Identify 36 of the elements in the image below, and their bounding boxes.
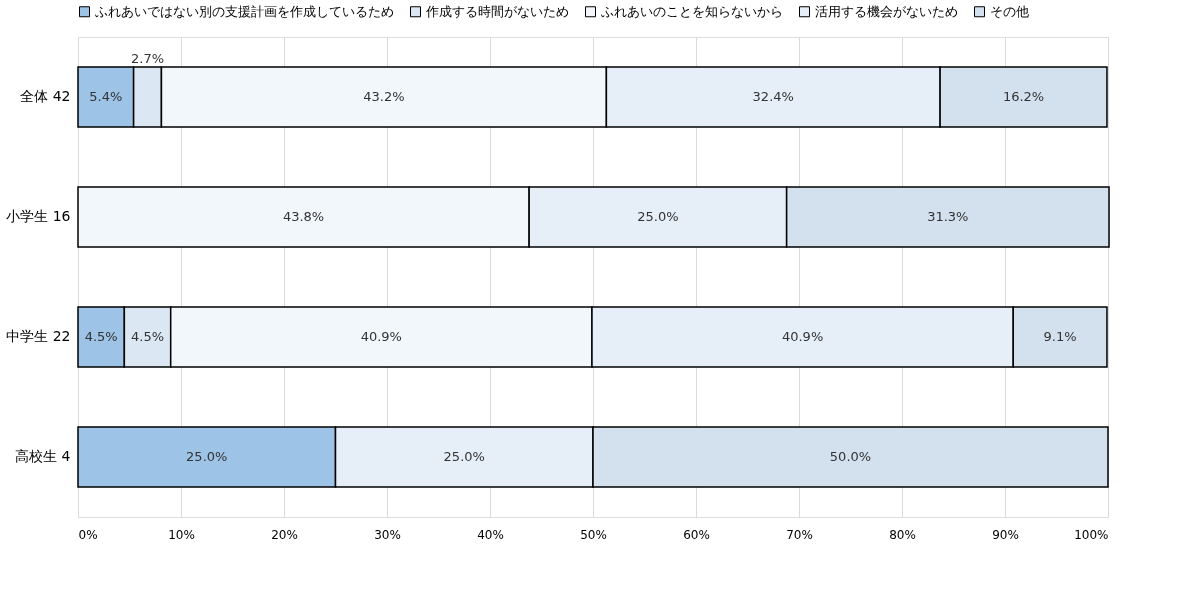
y-tick-label: 小学生 16 <box>6 208 71 224</box>
x-tick-label: 80% <box>889 527 916 542</box>
y-tick-label: 全体 42 <box>20 88 71 104</box>
data-label: 5.4% <box>89 89 123 104</box>
legend-label: その他 <box>990 3 1029 19</box>
x-tick-label: 90% <box>992 527 1019 542</box>
legend-label: ふれあいのことを知らないから <box>600 3 783 19</box>
data-label: 4.5% <box>131 329 165 344</box>
data-label: 32.4% <box>752 89 794 104</box>
data-label: 16.2% <box>1002 89 1045 104</box>
data-label: 43.2% <box>363 89 405 104</box>
x-tick-label: 20% <box>271 527 298 542</box>
data-label: 2.7% <box>131 51 165 66</box>
y-tick-label: 中学生 22 <box>6 328 71 344</box>
x-tick-label: 60% <box>683 527 710 542</box>
legend-label: ふれあいではない別の支援計画を作成しているため <box>94 3 394 19</box>
data-label: 50.0% <box>829 449 872 464</box>
x-tick-label: 40% <box>477 527 504 542</box>
y-tick-label: 高校生 4 <box>15 448 71 464</box>
x-tick-label: 100% <box>1074 527 1109 542</box>
data-label: 25.0% <box>637 209 679 224</box>
data-label: 25.0% <box>186 449 228 464</box>
data-label: 40.9% <box>360 329 402 344</box>
data-label: 25.0% <box>443 449 485 464</box>
legend-label: 活用する機会がないため <box>815 3 958 19</box>
x-tick-label: 50% <box>580 527 607 542</box>
data-label: 40.9% <box>781 329 824 344</box>
data-label: 9.1% <box>1043 329 1077 344</box>
x-tick-label: 0% <box>78 527 98 542</box>
x-tick-label: 10% <box>168 527 195 542</box>
data-label: 31.3% <box>927 209 969 224</box>
data-label: 4.5% <box>84 329 118 344</box>
legend-label: 作成する時間がないため <box>425 3 569 19</box>
data-label: 43.8% <box>282 209 325 224</box>
x-tick-label: 30% <box>374 527 401 542</box>
x-tick-label: 70% <box>786 527 813 542</box>
